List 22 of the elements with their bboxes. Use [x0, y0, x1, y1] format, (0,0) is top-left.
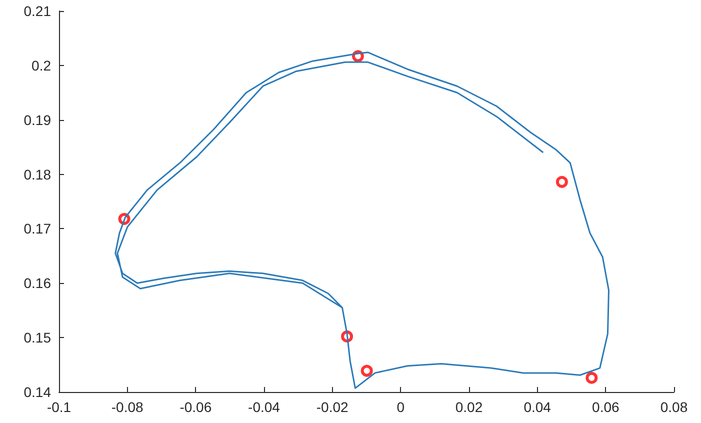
line-series [114, 52, 610, 389]
y-tick-label: 0.18 [24, 166, 52, 182]
x-tick-label: 0.08 [660, 399, 688, 415]
x-tick-label: 0.04 [524, 399, 552, 415]
y-tick-label: 0.17 [24, 220, 52, 237]
x-tick-label: -0.02 [316, 399, 348, 415]
x-tick-label: -0.06 [180, 399, 212, 415]
y-tick-label: 0.14 [24, 384, 52, 400]
x-tick-label: -0.1 [46, 399, 72, 415]
point [360, 364, 373, 377]
y-tick-label: 0.2 [32, 57, 52, 74]
y-tick-label: 0.21 [24, 3, 52, 19]
point [556, 176, 568, 188]
x-tick-label: 0 [396, 399, 405, 415]
x-tick-label: 0.02 [455, 399, 483, 415]
y-tick-label: 0.19 [24, 112, 52, 128]
x-tick-label: -0.04 [248, 399, 280, 415]
point [586, 372, 598, 384]
x-tick-label: -0.08 [111, 399, 144, 415]
y-tick-label: 0.15 [24, 330, 52, 346]
y-tick-label: 0.16 [24, 275, 52, 292]
x-tick-label: 0.06 [592, 399, 620, 415]
